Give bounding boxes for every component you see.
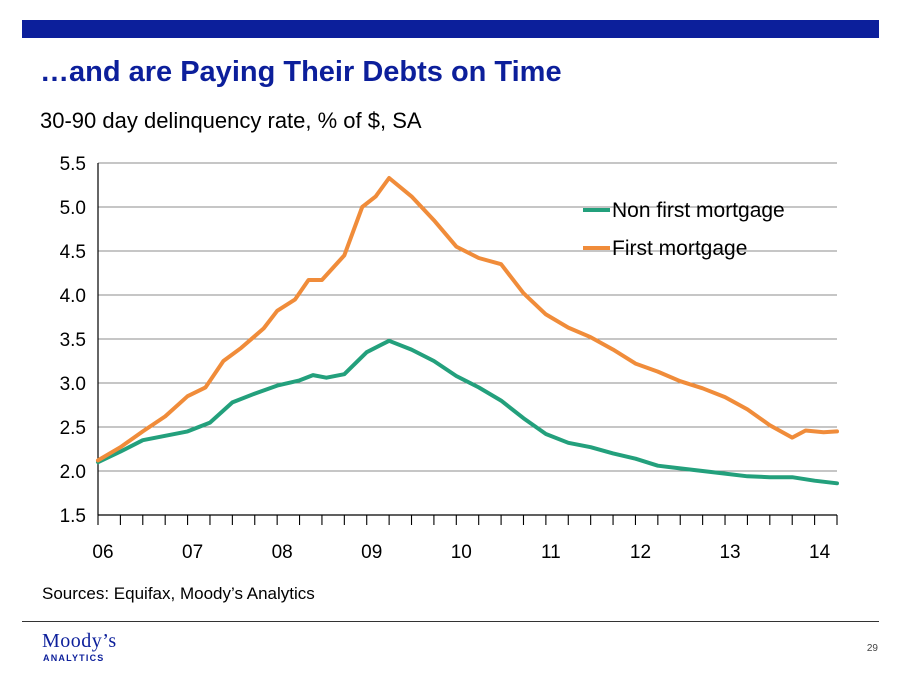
page-title: …and are Paying Their Debts on Time [40, 56, 562, 88]
page-number: 29 [866, 643, 878, 654]
y-tick-label: 1.5 [60, 506, 86, 527]
sources-note: Sources: Equifax, Moody’s Analytics [42, 584, 315, 603]
x-tick-label: 14 [809, 542, 831, 563]
legend-label: First mortgage [612, 237, 747, 260]
y-tick-label: 5.0 [60, 198, 86, 219]
moodys-logo-subtitle: ANALYTICS [43, 653, 105, 663]
x-tick-label: 13 [719, 542, 740, 563]
y-tick-label: 2.5 [60, 418, 86, 439]
top-banner-bar [22, 20, 879, 38]
y-tick-label: 3.5 [60, 330, 86, 351]
x-tick-label: 10 [451, 542, 472, 563]
y-tick-label: 2.0 [60, 462, 86, 483]
series-line-first-mortgage [96, 176, 839, 463]
y-tick-label: 5.5 [60, 154, 86, 175]
legend-label: Non first mortgage [612, 199, 785, 222]
x-tick-label: 09 [361, 542, 382, 563]
y-tick-label: 3.0 [60, 374, 86, 395]
x-tick-label: 11 [541, 542, 561, 563]
y-tick-label: 4.5 [60, 242, 86, 263]
x-tick-label: 12 [630, 542, 651, 563]
moodys-logo: Moody’s [42, 630, 117, 652]
x-tick-label: 07 [182, 542, 203, 563]
delinquency-line-chart: 1.5 2.0 2.5 3.0 3.5 4.0 4.5 5.0 5.5 06 07 08 09 10 11 1… [60, 154, 839, 563]
x-tick-label: 06 [92, 542, 113, 563]
footer-divider [22, 621, 879, 622]
x-tick-label: 08 [272, 542, 293, 563]
y-tick-label: 4.0 [60, 286, 86, 307]
chart-subtitle: 30-90 day delinquency rate, % of $, SA [40, 108, 422, 133]
series-line-non-first-mortgage [96, 338, 839, 486]
